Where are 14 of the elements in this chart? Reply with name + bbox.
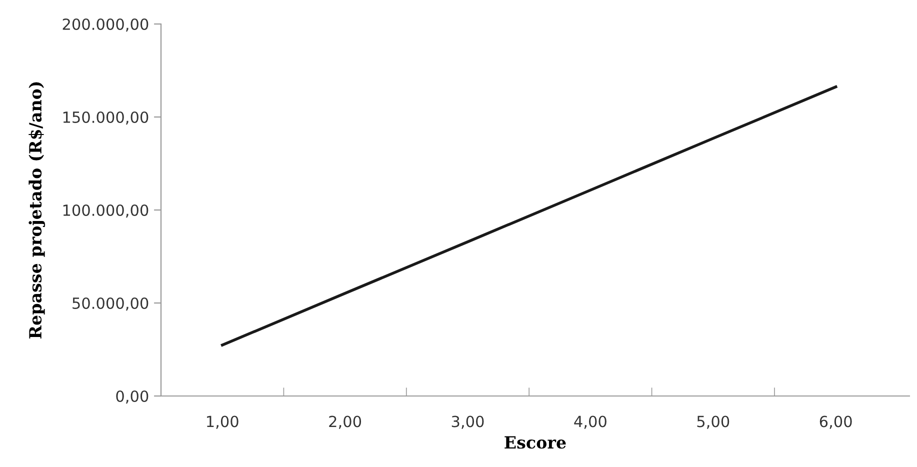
y-tick-label: 50.000,00 [72, 297, 148, 311]
y-tick-label: 200.000,00 [62, 18, 148, 32]
x-axis-title: Escore [504, 436, 566, 449]
x-tick-label: 3,00 [452, 416, 484, 429]
x-tick-label: 2,00 [329, 416, 362, 429]
y-tick-label: 100.000,00 [63, 204, 148, 218]
line-series [220, 85, 838, 346]
x-tick-label: 6,00 [820, 416, 852, 429]
y-axis-title: Repasse projetado (R$/ano) [28, 82, 46, 339]
y-tick-label: 0,00 [116, 390, 148, 404]
y-tick-label: 150.000,00 [63, 111, 148, 125]
x-tick-label: 1,00 [207, 416, 238, 429]
x-tick-label: 5,00 [697, 416, 730, 429]
x-tick-label: 4,00 [574, 416, 606, 429]
